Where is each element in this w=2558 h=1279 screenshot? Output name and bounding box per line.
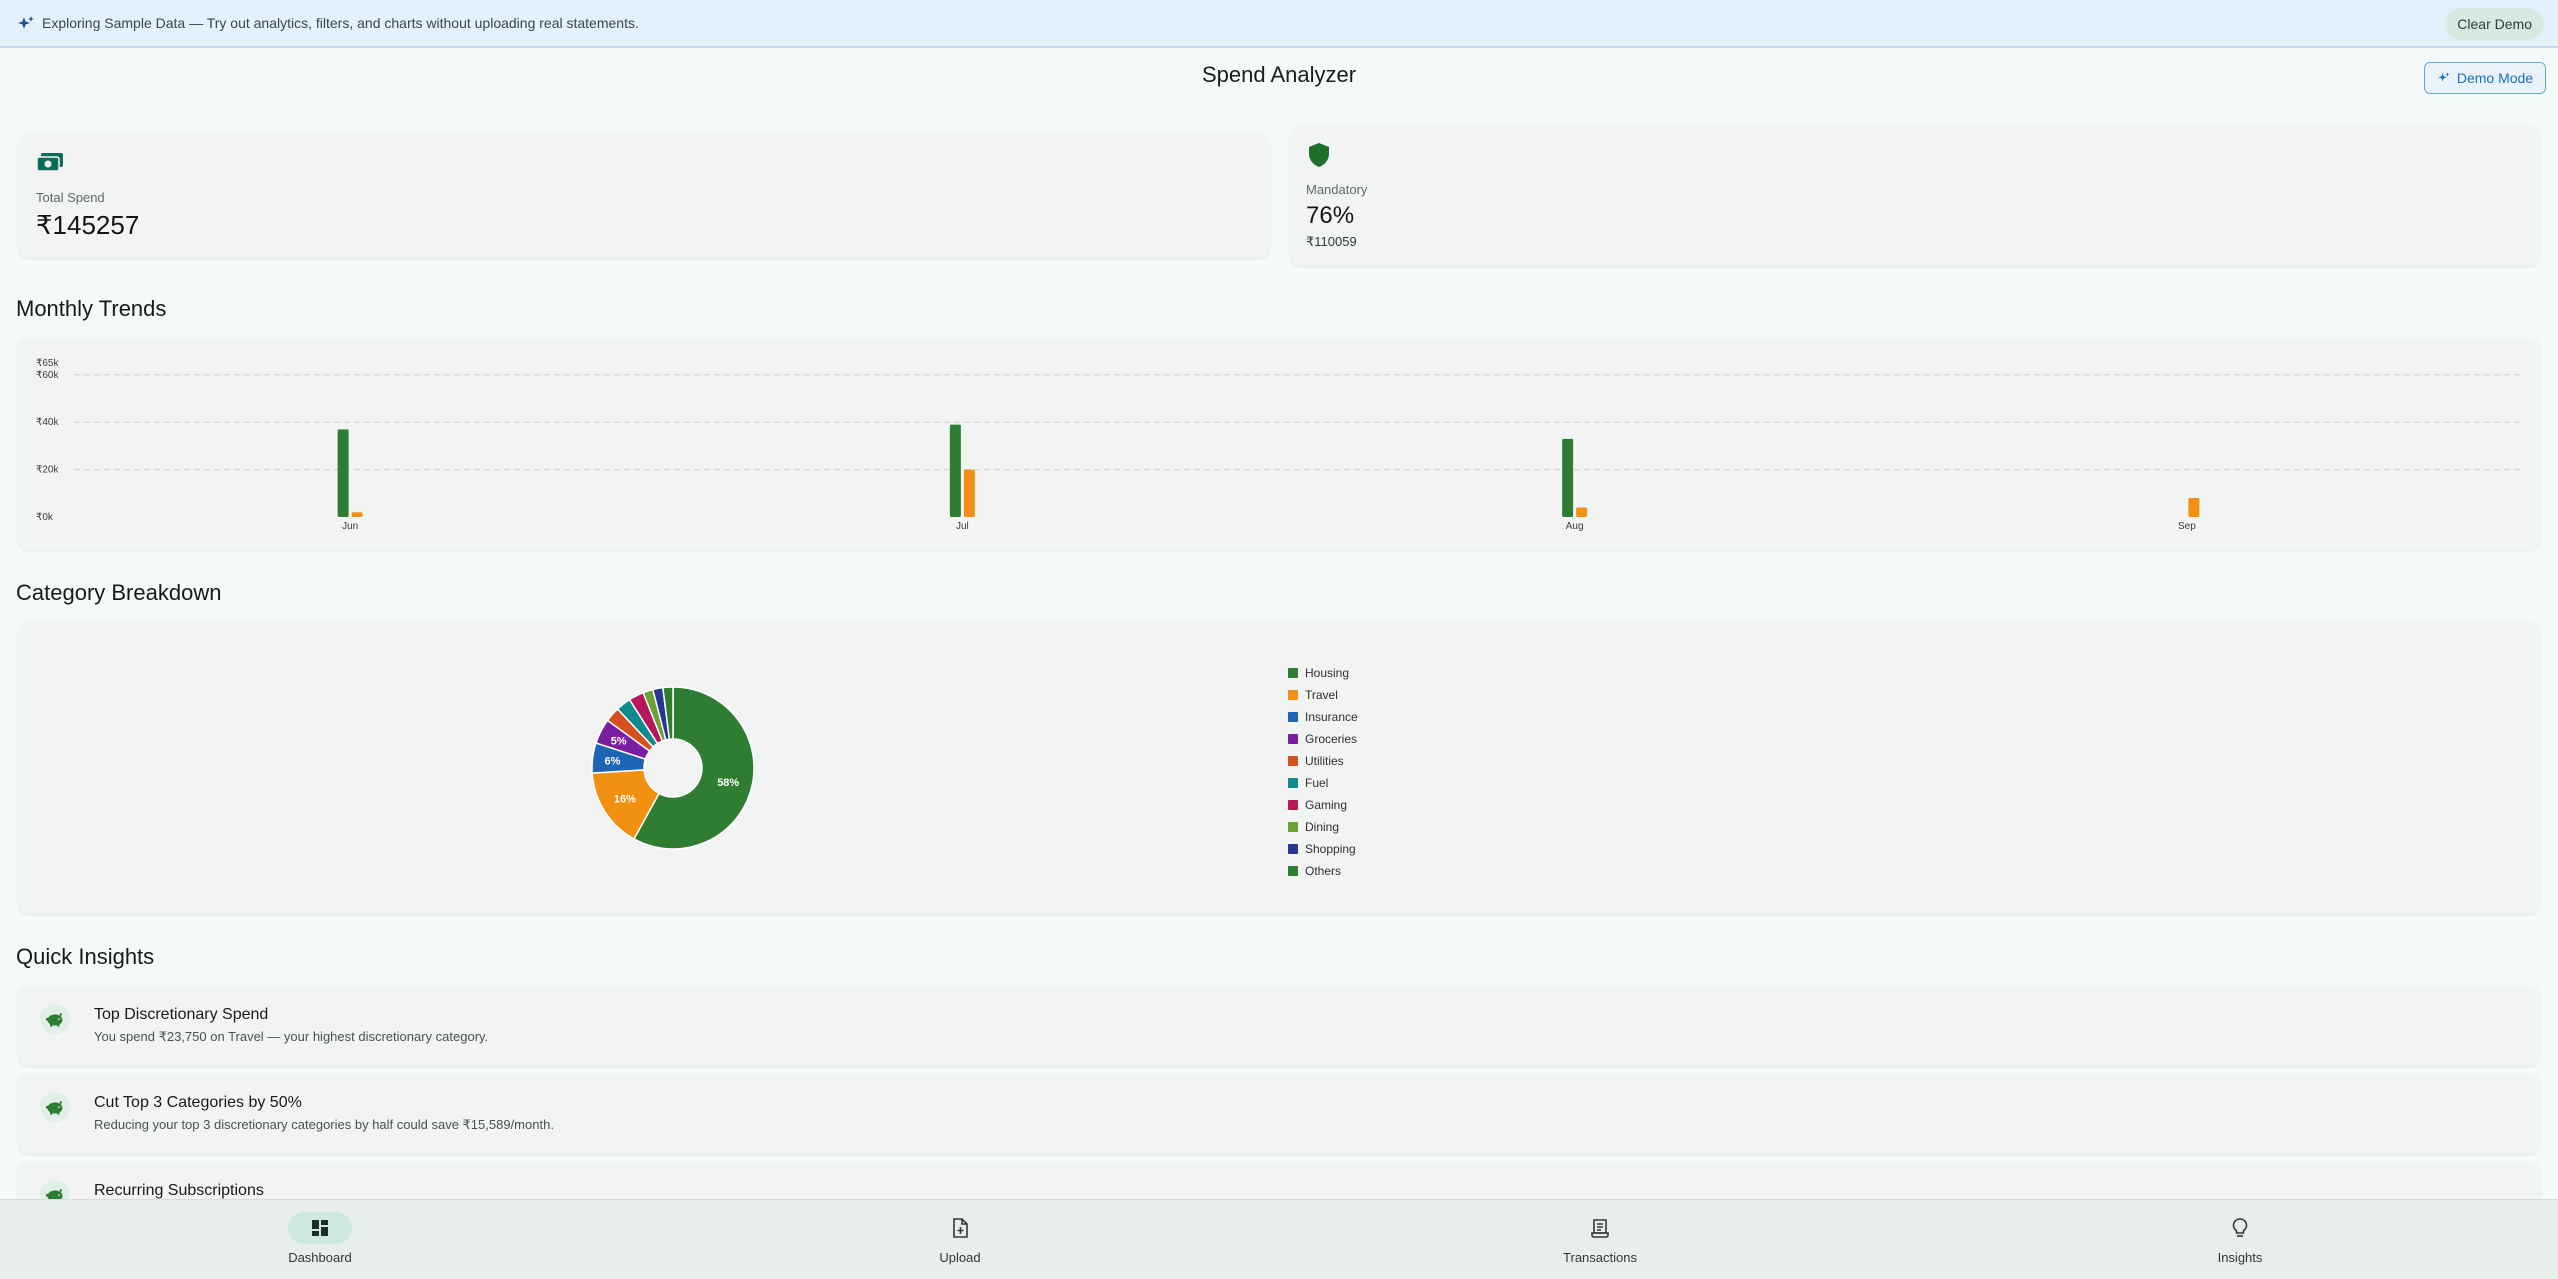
x-tick-label: Aug bbox=[1566, 521, 1584, 532]
legend-label: Housing bbox=[1305, 666, 1350, 680]
demo-mode-label: Demo Mode bbox=[2456, 70, 2534, 86]
piggy-bank-icon bbox=[40, 1092, 70, 1122]
bar-jul-series-1[interactable] bbox=[963, 469, 975, 517]
legend-item[interactable]: Gaming bbox=[1288, 794, 1358, 816]
insight-description: You spend ₹23,750 on Travel — your highe… bbox=[94, 1029, 489, 1044]
legend-label: Gaming bbox=[1305, 798, 1348, 812]
mandatory-amount: ₹110059 bbox=[1306, 234, 1357, 249]
category-breakdown-title: Category Breakdown bbox=[16, 580, 222, 605]
shield-icon bbox=[1309, 143, 1329, 167]
legend-item[interactable]: Utilities bbox=[1288, 750, 1358, 772]
demo-mode-button[interactable]: Demo Mode bbox=[2424, 62, 2546, 94]
bar-aug-series-0[interactable] bbox=[1562, 438, 1574, 517]
monthly-trends-title: Monthly Trends bbox=[16, 296, 167, 321]
pie-slice-label: 16% bbox=[614, 794, 636, 806]
y-tick-label: ₹0k bbox=[36, 512, 54, 523]
nav-insights[interactable]: Insights bbox=[2160, 1200, 2320, 1279]
legend-swatch bbox=[1288, 866, 1298, 876]
bar-jun-series-0[interactable] bbox=[337, 429, 349, 517]
legend-item[interactable]: Travel bbox=[1288, 684, 1358, 706]
legend-label: Others bbox=[1305, 864, 1342, 878]
mandatory-label: Mandatory bbox=[1306, 182, 1368, 197]
insight-card[interactable]: Cut Top 3 Categories by 50% Reducing you… bbox=[18, 1074, 2540, 1154]
page-title: Spend Analyzer bbox=[1201, 62, 1357, 87]
receipt-icon bbox=[1591, 1219, 1609, 1238]
legend-item[interactable]: Housing bbox=[1288, 662, 1358, 684]
bar-jun-series-1[interactable] bbox=[351, 512, 363, 517]
monthly-trends-card: ₹0k ₹20k ₹40k ₹60k ₹65k Jun Jul Aug Sep bbox=[18, 338, 2540, 550]
monthly-trends-chart: ₹0k ₹20k ₹40k ₹60k₹65k Jun Jul Aug Sep bbox=[36, 358, 2523, 532]
mandatory-card: Mandatory 76% ₹110059 bbox=[1290, 126, 2540, 266]
piggy-bank-icon bbox=[40, 1004, 70, 1034]
legend-label: Fuel bbox=[1305, 776, 1329, 790]
legend-swatch bbox=[1288, 712, 1298, 722]
money-icon bbox=[36, 153, 63, 172]
legend-item[interactable]: Shopping bbox=[1288, 838, 1358, 860]
pie-slice-label: 5% bbox=[611, 735, 627, 747]
legend-item[interactable]: Others bbox=[1288, 860, 1358, 882]
nav-label: Transactions bbox=[1563, 1250, 1637, 1265]
legend-swatch bbox=[1288, 668, 1298, 678]
insight-title: Top Discretionary Spend bbox=[94, 1006, 269, 1023]
pie-slice-others[interactable] bbox=[662, 686, 674, 741]
lightbulb-icon bbox=[2232, 1218, 2248, 1237]
legend-label: Shopping bbox=[1305, 842, 1356, 856]
pie-slice-housing[interactable] bbox=[632, 686, 755, 850]
quick-insights-title: Quick Insights bbox=[16, 944, 155, 969]
bar-aug-series-1[interactable] bbox=[1576, 507, 1588, 517]
x-tick-label: Jul bbox=[956, 521, 969, 532]
pie-slice-label: 58% bbox=[717, 777, 739, 789]
legend-swatch bbox=[1288, 822, 1298, 832]
legend-swatch bbox=[1288, 734, 1298, 744]
x-tick-label: Sep bbox=[2178, 521, 2196, 532]
total-spend-card: Total Spend ₹145257 bbox=[18, 134, 1270, 258]
dashboard-icon bbox=[312, 1220, 328, 1236]
sparkle-icon bbox=[18, 16, 34, 29]
legend-swatch bbox=[1288, 778, 1298, 788]
legend-swatch bbox=[1288, 690, 1298, 700]
clear-demo-button[interactable]: Clear Demo bbox=[2445, 8, 2544, 40]
legend-item[interactable]: Dining bbox=[1288, 816, 1358, 838]
y-tick-label: ₹60k bbox=[36, 370, 59, 381]
category-legend: Housing Travel Insurance Groceries Utilities… bbox=[1288, 662, 1358, 882]
pie-slice-label: 6% bbox=[605, 755, 621, 767]
bar-sep-series-1[interactable] bbox=[2188, 498, 2200, 517]
legend-swatch bbox=[1288, 844, 1298, 854]
nav-dashboard[interactable]: Dashboard bbox=[240, 1200, 400, 1279]
y-tick-label: ₹20k bbox=[36, 465, 59, 476]
category-breakdown-card: 58% 16% 6% 5% bbox=[18, 622, 2540, 914]
total-spend-label: Total Spend bbox=[36, 190, 105, 205]
x-tick-label: Jun bbox=[342, 521, 358, 532]
legend-label: Travel bbox=[1305, 688, 1338, 702]
legend-item[interactable]: Insurance bbox=[1288, 706, 1358, 728]
bar-jul-series-0[interactable] bbox=[949, 424, 961, 517]
mandatory-percent: 76% bbox=[1306, 202, 1355, 229]
y-tick-label: ₹40k bbox=[36, 417, 59, 428]
bottom-navigation: Dashboard Upload Transactions bbox=[0, 1199, 2558, 1279]
nav-label: Dashboard bbox=[288, 1250, 352, 1265]
legend-label: Insurance bbox=[1305, 710, 1358, 724]
insight-title: Recurring Subscriptions bbox=[94, 1182, 264, 1199]
total-spend-value: ₹145257 bbox=[36, 210, 140, 240]
category-pie-chart: 58% 16% 6% 5% bbox=[591, 686, 755, 850]
demo-banner: Exploring Sample Data — Try out analytic… bbox=[0, 0, 2558, 48]
legend-swatch bbox=[1288, 800, 1298, 810]
legend-item[interactable]: Groceries bbox=[1288, 728, 1358, 750]
legend-label: Dining bbox=[1305, 820, 1340, 834]
sparkle-icon bbox=[2438, 72, 2450, 82]
upload-file-icon bbox=[953, 1218, 968, 1238]
nav-label: Upload bbox=[939, 1250, 981, 1265]
insight-title: Cut Top 3 Categories by 50% bbox=[94, 1094, 302, 1111]
legend-item[interactable]: Fuel bbox=[1288, 772, 1358, 794]
nav-upload[interactable]: Upload bbox=[880, 1200, 1040, 1279]
legend-label: Utilities bbox=[1305, 754, 1344, 768]
nav-label: Insights bbox=[2217, 1250, 2263, 1265]
legend-swatch bbox=[1288, 756, 1298, 766]
banner-text: Exploring Sample Data — Try out analytic… bbox=[42, 15, 639, 31]
nav-transactions[interactable]: Transactions bbox=[1520, 1200, 1680, 1279]
insight-description: Reducing your top 3 discretionary catego… bbox=[94, 1117, 554, 1132]
insight-card[interactable]: Top Discretionary Spend You spend ₹23,75… bbox=[18, 986, 2540, 1066]
legend-label: Groceries bbox=[1305, 732, 1358, 746]
y-tick-label: ₹65k bbox=[36, 358, 59, 369]
